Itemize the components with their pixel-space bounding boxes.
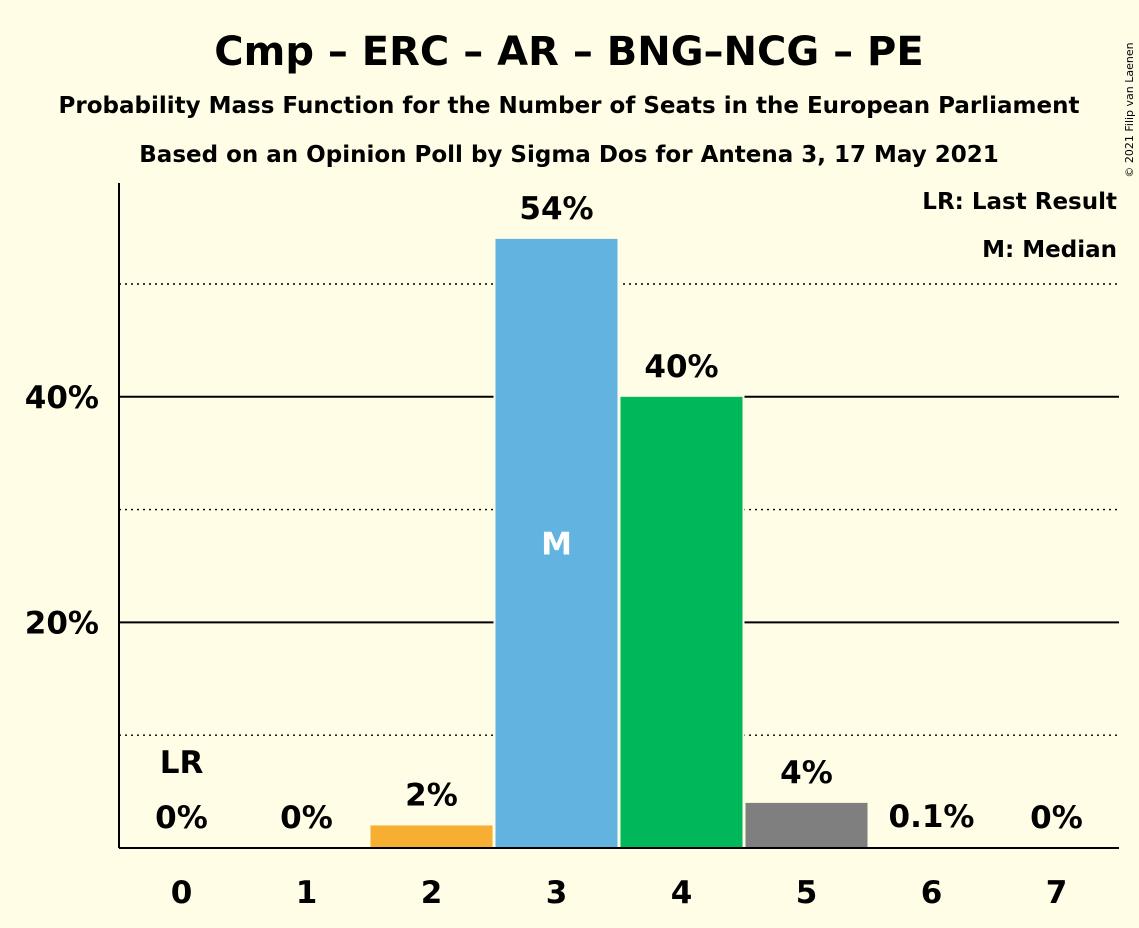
x-tick-label: 6 xyxy=(921,875,943,911)
value-label: 0% xyxy=(1030,800,1083,836)
x-tick-label: 2 xyxy=(421,875,443,911)
x-tick-label: 7 xyxy=(1046,875,1068,911)
x-tick-label: 3 xyxy=(546,875,568,911)
x-tick-label: 4 xyxy=(671,875,693,911)
bar-layer xyxy=(368,236,995,848)
legend-last-result: LR: Last Result xyxy=(922,189,1117,215)
last-result-marker: LR xyxy=(160,745,204,781)
copyright-notice: © 2021 Filip van Laenen xyxy=(1123,42,1136,177)
value-label: 4% xyxy=(780,755,833,791)
bar-seats-2 xyxy=(370,825,493,848)
value-label: 0.1% xyxy=(889,799,975,835)
legend-median: M: Median xyxy=(982,237,1117,263)
x-tick-label: 5 xyxy=(796,875,818,911)
bar-seats-4 xyxy=(620,396,743,848)
bar-seats-3 xyxy=(495,238,618,848)
x-tick-label: 1 xyxy=(296,875,318,911)
value-label: 40% xyxy=(644,349,718,385)
y-tick-label: 20% xyxy=(25,605,99,641)
y-tick-label: 40% xyxy=(25,380,99,416)
value-label: 2% xyxy=(405,777,458,813)
value-label: 0% xyxy=(155,800,208,836)
bar-seats-5 xyxy=(745,802,868,848)
value-label: 54% xyxy=(519,191,593,227)
median-marker: M xyxy=(541,526,572,562)
bar-gap xyxy=(868,844,995,848)
label-layer: 20% 40% 0% 0 LR 0% 1 2% 2 54% 3 M 40% 4 4% 5 0.1% 6 0% 7 xyxy=(25,191,1083,911)
chart-title: Cmp – ERC – AR – BNG–NCG – PE xyxy=(214,29,923,75)
x-tick-label: 0 xyxy=(171,875,193,911)
chart-subtitle: Probability Mass Function for the Number… xyxy=(59,93,1080,119)
value-label: 0% xyxy=(280,800,333,836)
chart-source-line: Based on an Opinion Poll by Sigma Dos fo… xyxy=(139,142,998,168)
